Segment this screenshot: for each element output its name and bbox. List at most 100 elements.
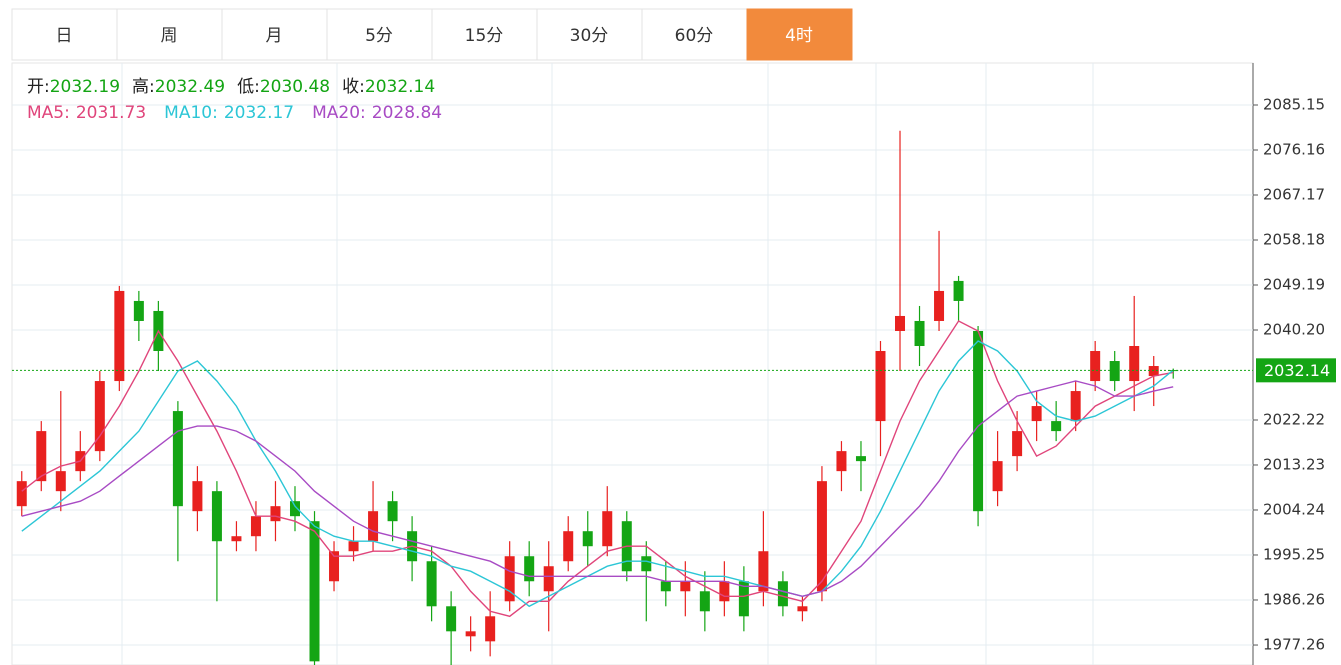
ma-legend-value: 2031.73 <box>76 103 146 123</box>
y-tick-label: 2058.18 <box>1263 230 1325 248</box>
y-tick-label: 2076.16 <box>1263 140 1325 158</box>
y-tick-label: 2049.19 <box>1263 275 1325 293</box>
candle-body <box>660 581 671 592</box>
candle-body <box>836 451 847 472</box>
tab[interactable] <box>746 8 853 61</box>
candle-body <box>797 606 808 612</box>
candle-body <box>914 320 925 347</box>
candle-body <box>992 461 1003 492</box>
ma-legend-label: MA20: <box>312 103 366 123</box>
candle-body <box>973 330 984 512</box>
candle-body <box>446 606 457 632</box>
candle-body <box>875 351 886 422</box>
ohlc-value: 2032.19 <box>50 77 120 97</box>
candle-body <box>55 471 66 492</box>
candle-body <box>250 516 261 537</box>
tab-label[interactable]: 5分 <box>365 26 393 46</box>
candle-body <box>524 556 535 582</box>
ohlc-value: 2030.48 <box>260 77 330 97</box>
candle-body <box>855 456 866 462</box>
ma-line <box>21 380 1174 598</box>
candle-body <box>114 290 125 382</box>
plot-frame <box>11 62 1254 665</box>
tab[interactable] <box>536 8 643 61</box>
candle-body <box>192 481 203 512</box>
candle-body <box>641 556 652 572</box>
ohlc-label: 高: <box>132 77 155 97</box>
candle-body <box>1051 421 1062 432</box>
candle-body <box>1109 361 1120 382</box>
ma-line <box>21 340 1174 608</box>
ohlc-label: 收: <box>342 77 365 97</box>
tab-label[interactable]: 月 <box>266 26 283 46</box>
ohlc-value: 2032.49 <box>155 77 225 97</box>
current-price-box <box>1256 358 1336 383</box>
candle-body <box>895 315 906 331</box>
candle-body <box>36 431 47 482</box>
candle-body <box>602 511 613 547</box>
tab[interactable] <box>11 8 118 61</box>
candle-body <box>387 501 398 522</box>
candle-body <box>172 411 183 507</box>
candle-body <box>543 566 554 592</box>
candle-body <box>133 300 144 321</box>
candle-body <box>1129 346 1140 382</box>
candle-body <box>719 581 730 602</box>
candle-body <box>777 581 788 607</box>
ma-legend: MA5: 2031.73 MA10: 2032.17 MA20: 2028.84 <box>27 103 442 123</box>
candle-body <box>94 381 105 452</box>
candle-body <box>211 491 222 542</box>
ohlc-info: 开:2032.19 高:2032.49 低:2030.48 收:2032.14 <box>27 77 435 97</box>
candle-body <box>1090 351 1101 382</box>
candle-body <box>329 551 340 582</box>
y-tick-label: 2004.24 <box>1263 500 1325 518</box>
candle-body <box>816 481 827 592</box>
ma-legend-value: 2028.84 <box>372 103 442 123</box>
candle-body <box>738 581 749 617</box>
candle-body <box>270 506 281 522</box>
candle-body <box>699 591 710 612</box>
tab[interactable] <box>641 8 748 61</box>
candle-body <box>934 290 945 321</box>
y-tick-label: 2067.17 <box>1263 185 1325 203</box>
candle-body <box>680 581 691 592</box>
candle-body <box>309 521 320 662</box>
tab-label[interactable]: 60分 <box>675 26 714 46</box>
candle-body <box>485 616 496 642</box>
candle-body <box>289 501 300 517</box>
candle-body <box>348 541 359 552</box>
ma-legend-label: MA5: <box>27 103 70 123</box>
candle-body <box>16 481 27 507</box>
candle-body <box>465 631 476 637</box>
tab-label[interactable]: 日 <box>56 26 73 46</box>
candle-body <box>1148 366 1159 377</box>
y-tick-label: 2022.22 <box>1263 410 1325 428</box>
candle-body <box>563 531 574 562</box>
y-tick-label: 2013.23 <box>1263 455 1325 473</box>
candle-body <box>1031 406 1042 422</box>
candle-body <box>231 536 242 542</box>
candle-body <box>368 511 379 542</box>
tab-label[interactable]: 周 <box>161 26 178 46</box>
ma-line <box>21 320 1174 618</box>
candle-body <box>582 531 593 547</box>
candle-body <box>1012 431 1023 457</box>
tab[interactable] <box>116 8 223 61</box>
ohlc-label: 低: <box>237 77 260 97</box>
candle-body <box>426 561 437 607</box>
ohlc-value: 2032.14 <box>365 77 435 97</box>
y-tick-label: 2085.15 <box>1263 95 1325 113</box>
current-price-label: 2032.14 <box>1264 361 1330 380</box>
candle-body <box>504 556 515 602</box>
tab-label[interactable]: 4时 <box>785 26 813 46</box>
y-tick-label: 1986.26 <box>1263 590 1325 608</box>
y-tick-label: 1995.25 <box>1263 545 1325 563</box>
tab-label[interactable]: 15分 <box>465 26 504 46</box>
y-tick-label: 2040.20 <box>1263 320 1325 338</box>
candle-body <box>953 280 964 301</box>
ma-legend-value: 2032.17 <box>224 103 294 123</box>
tab-label[interactable]: 30分 <box>570 26 609 46</box>
candle-body <box>1070 391 1081 422</box>
